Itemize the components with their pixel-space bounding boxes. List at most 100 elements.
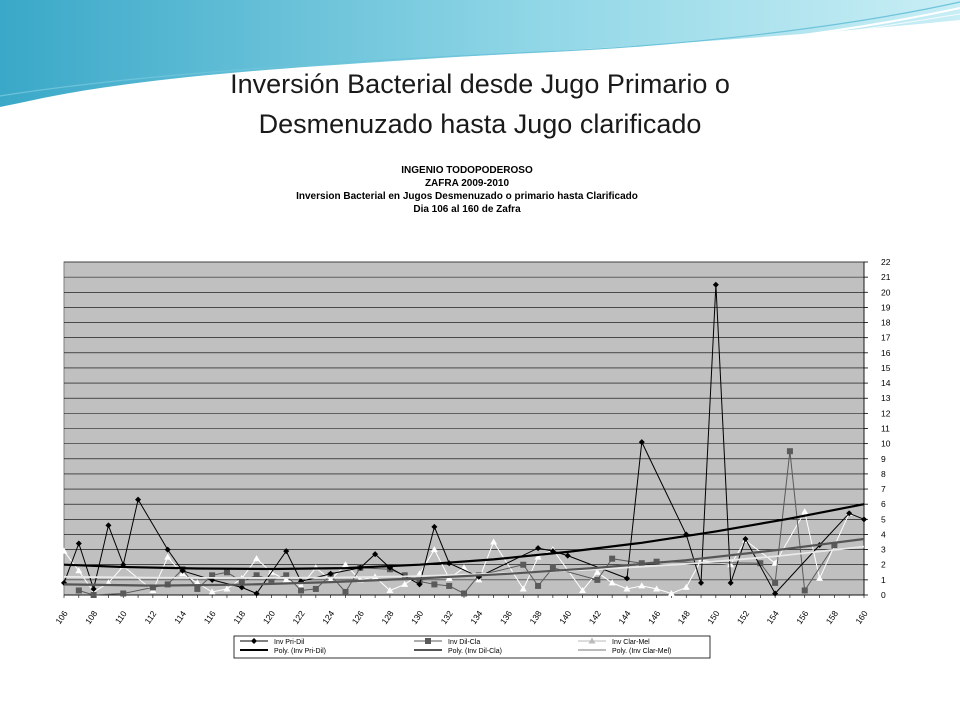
data-point bbox=[90, 592, 97, 598]
y-tick-label: 6 bbox=[881, 499, 886, 509]
y-tick-label: 22 bbox=[881, 257, 891, 267]
data-point bbox=[342, 588, 349, 595]
data-point bbox=[60, 547, 68, 554]
legend-label: Poly. (Inv Pri-Dil) bbox=[274, 648, 326, 655]
data-point bbox=[831, 542, 838, 549]
slide-title: Inversión Bacterial desde Jugo Primario … bbox=[0, 64, 960, 144]
data-point bbox=[401, 580, 409, 587]
data-point bbox=[431, 523, 438, 530]
chart-title-line-4: Dia 106 al 160 de Zafra bbox=[413, 204, 521, 215]
chart-title-line-1: INGENIO TODOPODEROSO bbox=[401, 165, 533, 176]
chart-svg: INGENIO TODOPODEROSO ZAFRA 2009-2010 Inver… bbox=[34, 148, 900, 662]
data-point bbox=[712, 281, 719, 288]
data-point bbox=[742, 535, 749, 542]
data-point bbox=[283, 572, 290, 579]
series-6 bbox=[63, 545, 865, 579]
legend-marker bbox=[425, 638, 431, 644]
y-tick-label: 14 bbox=[881, 378, 891, 388]
data-point bbox=[386, 586, 394, 593]
legend-item-2: Inv Dil-Cla bbox=[414, 638, 480, 646]
data-point bbox=[653, 585, 661, 592]
y-tick-label: 12 bbox=[881, 408, 891, 418]
y-tick-label: 16 bbox=[881, 348, 891, 358]
data-point bbox=[519, 585, 527, 592]
data-point bbox=[757, 560, 764, 567]
legend-item-6: Poly. (Inv Clar-Mel) bbox=[578, 648, 671, 655]
data-point bbox=[520, 561, 527, 568]
y-tick-label: 15 bbox=[881, 363, 891, 373]
legend-marker bbox=[251, 638, 257, 644]
chart-container: INGENIO TODOPODEROSO ZAFRA 2009-2010 Inver… bbox=[34, 148, 900, 662]
y-tick-label: 11 bbox=[881, 424, 890, 434]
y-tick-label: 10 bbox=[881, 439, 891, 449]
y-tick-label: 8 bbox=[881, 469, 886, 479]
legend-item-4: Poly. (Inv Pri-Dil) bbox=[240, 648, 326, 655]
data-point bbox=[238, 578, 245, 585]
data-point bbox=[861, 516, 867, 523]
data-point bbox=[75, 540, 82, 547]
data-point bbox=[238, 584, 245, 591]
legend-marker bbox=[588, 637, 596, 644]
data-point bbox=[75, 587, 82, 594]
series-5 bbox=[63, 537, 865, 587]
data-point bbox=[416, 581, 423, 588]
data-point bbox=[638, 439, 645, 446]
data-point bbox=[372, 551, 379, 558]
data-point bbox=[120, 590, 127, 597]
data-point bbox=[698, 579, 705, 586]
data-point bbox=[549, 564, 556, 571]
data-point bbox=[194, 585, 201, 592]
data-point bbox=[772, 579, 779, 586]
data-point bbox=[297, 582, 305, 589]
data-point bbox=[135, 496, 142, 503]
data-point bbox=[446, 582, 453, 589]
y-tick-label: 19 bbox=[881, 302, 891, 312]
slide-title-line-1: Inversión Bacterial desde Jugo Primario … bbox=[230, 69, 730, 99]
data-point bbox=[253, 572, 260, 579]
data-point bbox=[149, 584, 156, 591]
data-point bbox=[431, 581, 438, 588]
data-point bbox=[534, 553, 542, 560]
y-tick-label: 9 bbox=[881, 454, 886, 464]
data-point bbox=[327, 570, 334, 577]
data-point bbox=[283, 548, 290, 555]
chart-title-line-2: ZAFRA 2009-2010 bbox=[425, 178, 510, 189]
data-point bbox=[416, 578, 423, 585]
y-tick-label: 1 bbox=[881, 575, 886, 585]
data-point bbox=[786, 448, 793, 455]
y-tick-label: 20 bbox=[881, 287, 891, 297]
chart-title-line-3: Inversion Bacterial en Jugos Desmenuzado… bbox=[296, 191, 638, 202]
data-point bbox=[253, 555, 261, 562]
data-point bbox=[164, 546, 171, 553]
data-point bbox=[638, 582, 646, 589]
data-point bbox=[846, 510, 853, 517]
series-line-4 bbox=[63, 503, 865, 571]
data-point bbox=[772, 590, 779, 597]
data-point bbox=[327, 576, 335, 583]
data-point bbox=[298, 587, 305, 594]
data-point bbox=[594, 576, 601, 583]
y-tick-label: 0 bbox=[881, 590, 886, 600]
data-point bbox=[727, 579, 734, 586]
data-point bbox=[593, 568, 601, 575]
data-point bbox=[801, 587, 808, 594]
chart-title: INGENIO TODOPODEROSO ZAFRA 2009-2010 Inver… bbox=[296, 165, 638, 215]
data-point bbox=[535, 582, 542, 589]
data-point bbox=[490, 538, 498, 545]
data-point bbox=[667, 589, 675, 596]
y-tick-label: 3 bbox=[881, 545, 886, 555]
data-point bbox=[120, 561, 127, 568]
data-point bbox=[816, 574, 824, 581]
data-point bbox=[312, 585, 319, 592]
data-point bbox=[105, 522, 112, 529]
data-point bbox=[623, 575, 630, 582]
data-point bbox=[609, 555, 616, 562]
data-point bbox=[579, 586, 587, 593]
data-point bbox=[697, 556, 705, 563]
data-point bbox=[535, 545, 542, 552]
series-1 bbox=[61, 281, 867, 597]
data-point bbox=[430, 546, 438, 553]
data-point bbox=[416, 570, 424, 577]
